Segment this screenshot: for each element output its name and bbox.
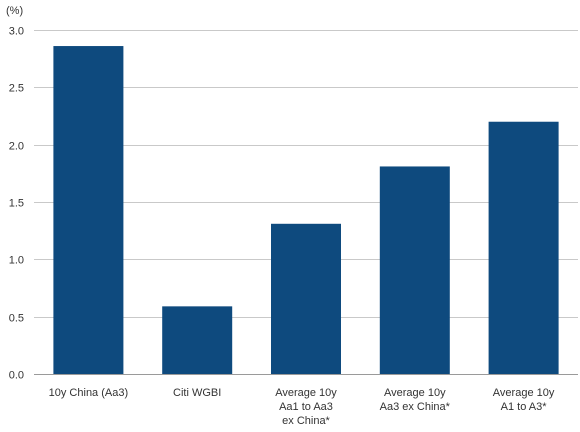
x-category-label: Aa3 ex China* <box>380 401 451 413</box>
y-unit-label: (%) <box>6 5 23 17</box>
x-category-label: 10y China (Aa3) <box>49 387 129 399</box>
y-tick-label: 2.0 <box>9 141 24 153</box>
x-axis-category-labels: 10y China (Aa3) Citi WGBI Average 10y Aa1 t… <box>49 387 555 427</box>
x-category-label: Average 10y <box>493 387 555 399</box>
x-category-label: A1 to A3* <box>501 401 548 413</box>
y-tick-label: 1.5 <box>9 198 24 210</box>
y-tick-label: 1.0 <box>9 255 24 267</box>
x-category-label: Average 10y <box>384 387 446 399</box>
bar <box>488 121 559 374</box>
y-tick-label: 0.5 <box>9 313 24 325</box>
bar <box>379 166 450 374</box>
bar <box>162 306 233 374</box>
x-category-label: Average 10y <box>275 387 337 399</box>
bar <box>271 223 341 374</box>
x-category-label: Citi WGBI <box>173 387 221 399</box>
bar <box>53 46 124 374</box>
y-tick-label: 3.0 <box>9 26 24 38</box>
y-tick-label: 0.0 <box>9 370 24 382</box>
bars <box>53 46 559 374</box>
x-category-label: Aa1 to Aa3 <box>279 401 333 413</box>
gridlines <box>34 30 578 318</box>
x-category-label: ex China* <box>282 415 330 427</box>
y-axis-tick-labels: 0.0 0.5 1.0 1.5 2.0 2.5 3.0 <box>9 26 24 382</box>
y-tick-label: 2.5 <box>9 83 24 95</box>
